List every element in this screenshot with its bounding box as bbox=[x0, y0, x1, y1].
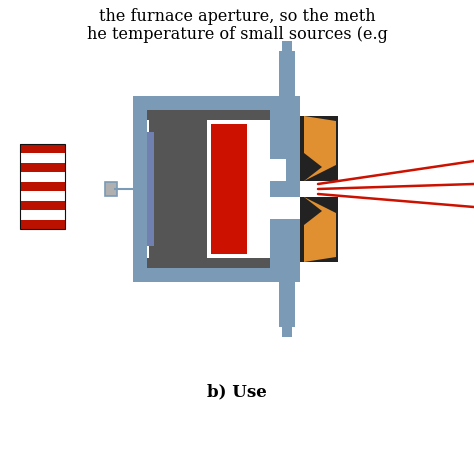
Text: he temperature of small sources (e.g: he temperature of small sources (e.g bbox=[87, 26, 387, 43]
Bar bbox=[282, 327, 292, 337]
Bar bbox=[20, 191, 65, 201]
Polygon shape bbox=[304, 153, 322, 181]
Text: b) Use: b) Use bbox=[207, 383, 267, 401]
Text: the furnace aperture, so the meth: the furnace aperture, so the meth bbox=[99, 8, 375, 25]
FancyBboxPatch shape bbox=[105, 182, 117, 196]
Bar bbox=[211, 124, 247, 254]
Bar bbox=[279, 51, 295, 96]
Bar bbox=[270, 96, 300, 126]
Bar bbox=[279, 282, 295, 327]
Bar bbox=[282, 41, 292, 51]
Bar bbox=[20, 154, 65, 163]
Bar bbox=[270, 197, 302, 219]
Bar bbox=[20, 173, 65, 182]
Bar bbox=[20, 144, 65, 154]
Bar bbox=[147, 132, 154, 246]
Polygon shape bbox=[304, 116, 336, 181]
Bar bbox=[20, 144, 65, 229]
Bar bbox=[286, 219, 300, 282]
Bar bbox=[20, 219, 65, 229]
Bar bbox=[20, 201, 65, 210]
Bar bbox=[133, 96, 300, 282]
Bar bbox=[147, 258, 270, 268]
Bar bbox=[20, 163, 65, 173]
Polygon shape bbox=[304, 197, 336, 262]
Bar bbox=[147, 110, 270, 120]
Bar bbox=[149, 120, 207, 258]
Polygon shape bbox=[304, 197, 322, 225]
Bar bbox=[300, 197, 338, 262]
Bar bbox=[286, 96, 300, 181]
Bar bbox=[20, 182, 65, 191]
Bar bbox=[147, 110, 270, 268]
Bar bbox=[270, 159, 302, 181]
Bar bbox=[20, 210, 65, 219]
Bar bbox=[300, 116, 338, 181]
